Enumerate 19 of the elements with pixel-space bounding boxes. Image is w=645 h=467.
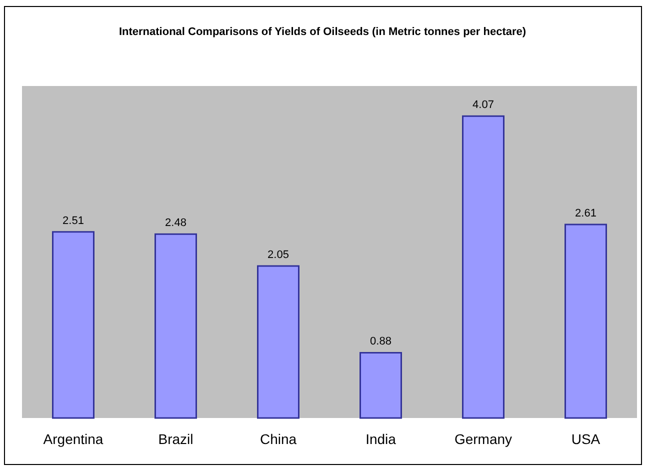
data-label: 4.07 [472, 99, 494, 112]
bar [257, 265, 300, 419]
bar [52, 231, 94, 419]
x-tick-label: USA [571, 430, 601, 447]
data-label: 2.61 [575, 207, 596, 220]
bar [360, 352, 402, 419]
data-label: 2.48 [165, 217, 186, 230]
chart-title: International Comparisons of Yields of Oilseeds (in Metric tonnes per hectare) [118, 25, 528, 40]
x-tick-label: India [366, 430, 396, 447]
data-label: 2.05 [268, 248, 289, 261]
bar [564, 224, 607, 419]
bar [462, 115, 504, 419]
x-tick-label: Germany [454, 430, 512, 447]
x-tick-label: China [260, 430, 297, 447]
data-label: 0.88 [370, 336, 392, 348]
x-tick-label: Brazil [158, 430, 194, 447]
bar [154, 233, 197, 419]
data-label: 2.51 [62, 214, 84, 227]
x-tick-label: Argentina [43, 430, 104, 447]
